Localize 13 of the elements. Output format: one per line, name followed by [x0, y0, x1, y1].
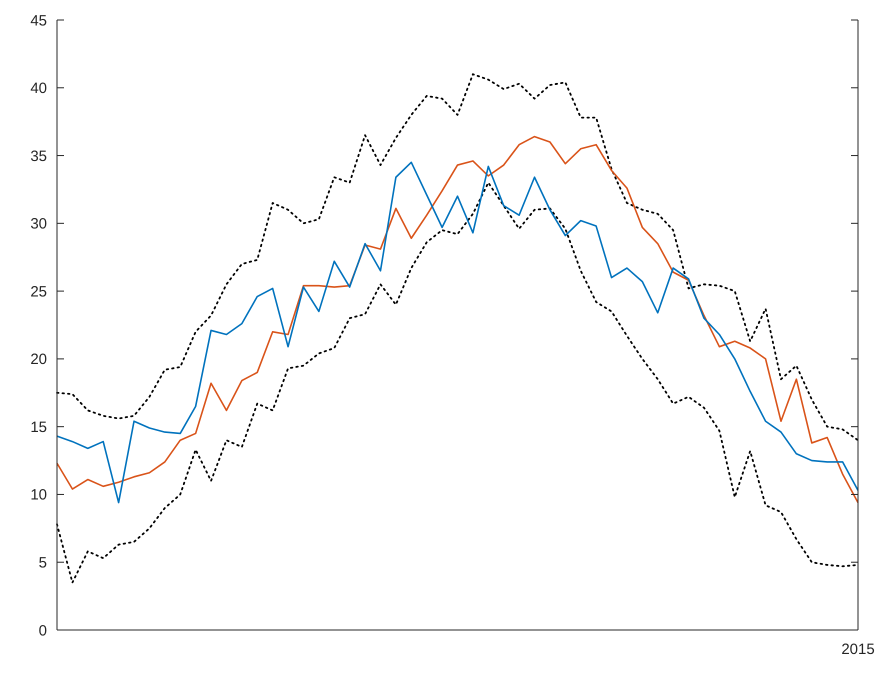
- y-tick-label: 45: [30, 12, 47, 30]
- y-tick-label: 35: [30, 148, 47, 165]
- y-tick-label: 15: [30, 418, 47, 436]
- x-tick-label: 2015: [841, 641, 875, 658]
- y-tick-label: 10: [30, 486, 47, 504]
- y-tick-label: 0: [38, 622, 47, 640]
- line-series: [56, 182, 859, 584]
- y-tick-label: 40: [30, 80, 47, 98]
- y-tick-label: 5: [38, 554, 47, 572]
- y-tick-label: 25: [30, 283, 47, 300]
- line-series: [56, 73, 859, 442]
- y-tick-label: 20: [30, 351, 47, 368]
- y-tick-label: 30: [30, 216, 47, 233]
